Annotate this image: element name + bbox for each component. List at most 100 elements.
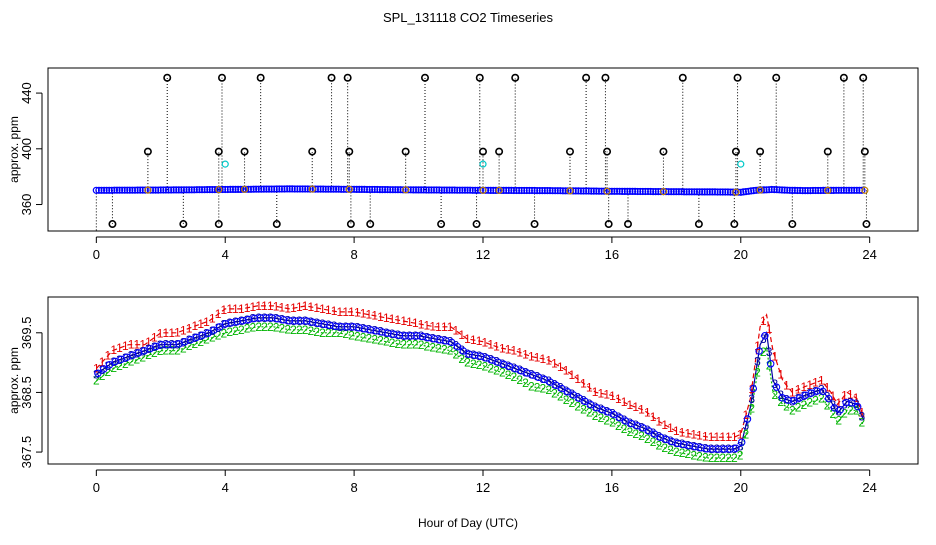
series-3-point: 3: [116, 353, 123, 367]
series-3-point: 3: [139, 344, 146, 358]
series-3-point: 3: [267, 311, 274, 325]
baseline-point: [453, 186, 461, 194]
series-3-point: 3: [458, 343, 465, 357]
baseline-point: [778, 186, 786, 194]
baseline-point: [842, 186, 851, 194]
series-3-point: 3: [290, 314, 297, 328]
baseline-point: [482, 186, 490, 194]
baseline-point: [108, 186, 116, 194]
baseline-point: [102, 186, 111, 194]
series-2-point: 2: [232, 324, 239, 338]
series-1-point: 1: [313, 301, 320, 315]
series-2-point: 2: [424, 339, 431, 353]
series-1-point: 1: [673, 424, 680, 438]
spike-low-point: [366, 220, 375, 229]
series-3-point: 3: [702, 442, 709, 456]
series-1-point: 1: [795, 383, 802, 397]
spike-low-point: [179, 220, 188, 229]
series-1-point: 1: [702, 430, 709, 444]
series-3-circle: [546, 378, 555, 386]
series-1-point: 1: [748, 382, 755, 396]
series-1-point: 1: [806, 378, 813, 392]
series-3-circle: [755, 347, 763, 355]
series-3-circle: [297, 317, 305, 325]
series-2-point: 2: [574, 399, 581, 413]
series-3-point: 3: [679, 437, 686, 451]
baseline-point: [185, 186, 193, 194]
series-2-line: [95, 326, 864, 459]
baseline-point: [244, 185, 252, 193]
series-3-point: 3: [783, 393, 790, 407]
spike-low-point: [472, 220, 481, 229]
series-1-point: 1: [337, 305, 344, 319]
series-2-point: 2: [661, 441, 668, 455]
series-3-point: 3: [435, 333, 442, 347]
baseline-point: [329, 185, 338, 193]
series-1-point: 1: [783, 378, 790, 392]
series-3-circle: [645, 427, 653, 435]
series-3-point: 3: [395, 328, 402, 342]
series-1-point: 1: [284, 302, 291, 316]
baseline-point: [427, 186, 435, 194]
series-2-point: 2: [592, 409, 599, 423]
series-3-circle: [401, 332, 410, 340]
series-1-point: 1: [569, 368, 576, 382]
baseline-point: [773, 186, 781, 194]
baseline-point: [146, 186, 155, 194]
series-2-point: 2: [545, 383, 552, 397]
baseline-point: [548, 187, 557, 195]
series-2-point: 2: [609, 416, 616, 430]
baseline-point: [780, 186, 789, 194]
series-1-point: 1: [325, 303, 332, 317]
baseline-point: [206, 186, 214, 194]
series-3-point: 3: [696, 440, 703, 454]
spike-mid-point: [308, 147, 317, 156]
series-3-point: 3: [383, 326, 390, 340]
raw-y-tick-label: 440: [19, 82, 34, 104]
baseline-point: [252, 185, 260, 193]
spike-low-point: [694, 220, 703, 229]
series-1-point: 1: [667, 421, 674, 435]
baseline-point: [167, 186, 175, 194]
series-1-point: 1: [238, 302, 245, 316]
spike-mid-point: [731, 147, 740, 156]
series-1-point: 1: [592, 385, 599, 399]
series-3-circle: [587, 400, 595, 409]
series-3-point: 3: [424, 330, 431, 344]
series-3-point: 3: [279, 312, 286, 326]
series-1-point: 1: [696, 429, 703, 443]
baseline-point: [203, 186, 211, 194]
series-3-circle: [343, 323, 352, 331]
series-1-point: 1: [731, 430, 738, 444]
series-1-point: 1: [516, 345, 523, 359]
series-2-point: 2: [563, 393, 570, 407]
series-1-point: 1: [528, 350, 535, 364]
cyan-point: [479, 160, 487, 168]
avg-x-tick-label: 16: [605, 480, 619, 495]
series-2-point: 2: [719, 451, 726, 465]
series-3-point: 3: [371, 324, 378, 338]
series-2-point: 2: [789, 403, 796, 417]
raw-x-tick-label: 8: [350, 247, 357, 262]
spike-mid-point: [143, 147, 152, 156]
baseline-point: [569, 187, 577, 195]
baseline-point: [95, 186, 103, 194]
baseline-point: [827, 186, 835, 194]
baseline-point: [649, 188, 657, 196]
baseline-point: [739, 188, 748, 196]
baseline-point: [378, 186, 387, 194]
series-2-point: 2: [435, 341, 442, 355]
baseline-spike-point: [308, 185, 316, 193]
series-3-circle: [737, 438, 746, 446]
series-1-point: 1: [650, 410, 657, 424]
series-3-circle: [639, 424, 647, 432]
series-1-point: 1: [847, 387, 854, 401]
spike-high-point: [511, 73, 520, 82]
baseline-point: [525, 186, 534, 195]
series-2-point: 2: [163, 344, 170, 358]
baseline-point: [409, 186, 417, 194]
series-3-point: 3: [511, 361, 518, 375]
series-1-point: 1: [621, 395, 628, 409]
series-1-point: 1: [261, 299, 268, 313]
